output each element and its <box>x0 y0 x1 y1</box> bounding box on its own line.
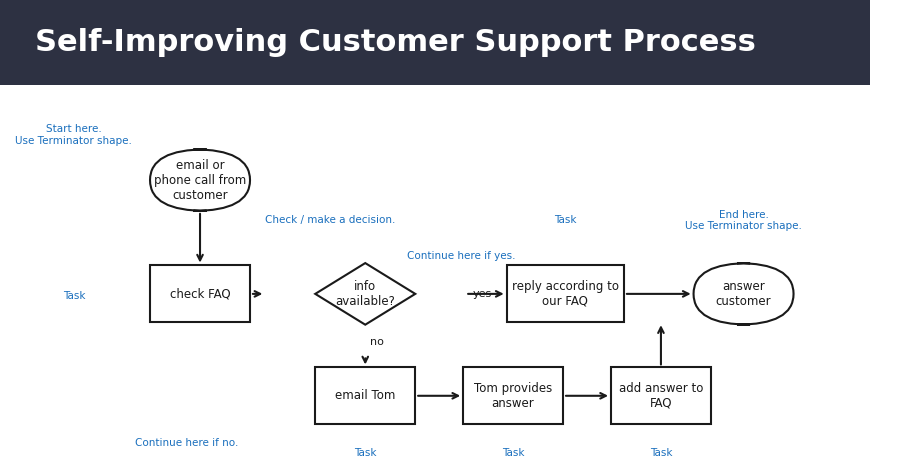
FancyBboxPatch shape <box>0 0 869 85</box>
Text: Task: Task <box>63 291 85 301</box>
FancyBboxPatch shape <box>692 263 793 325</box>
Text: info
available?: info available? <box>335 280 394 308</box>
Text: Continue here if no.: Continue here if no. <box>135 438 239 448</box>
Text: Task: Task <box>353 447 376 458</box>
Text: email Tom: email Tom <box>334 389 395 402</box>
Polygon shape <box>315 263 415 325</box>
Text: Task: Task <box>501 447 524 458</box>
FancyBboxPatch shape <box>506 265 623 322</box>
Text: Task: Task <box>553 215 576 226</box>
Text: Check / make a decision.: Check / make a decision. <box>265 215 395 226</box>
Text: add answer to
FAQ: add answer to FAQ <box>618 382 702 410</box>
Text: no: no <box>370 337 384 347</box>
Text: Continue here if yes.: Continue here if yes. <box>406 251 515 261</box>
Text: check FAQ: check FAQ <box>169 287 230 301</box>
FancyBboxPatch shape <box>463 367 562 424</box>
Text: email or
phone call from
customer: email or phone call from customer <box>154 159 246 201</box>
FancyBboxPatch shape <box>149 149 250 211</box>
Text: End here.
Use Terminator shape.: End here. Use Terminator shape. <box>684 210 801 231</box>
Text: Task: Task <box>649 447 671 458</box>
FancyBboxPatch shape <box>149 265 250 322</box>
Text: Self-Improving Customer Support Process: Self-Improving Customer Support Process <box>35 28 755 57</box>
Text: answer
customer: answer customer <box>715 280 771 308</box>
FancyBboxPatch shape <box>315 367 415 424</box>
Text: Start here.
Use Terminator shape.: Start here. Use Terminator shape. <box>15 124 132 146</box>
Text: Tom provides
answer: Tom provides answer <box>474 382 552 410</box>
Text: reply according to
our FAQ: reply according to our FAQ <box>511 280 618 308</box>
FancyBboxPatch shape <box>610 367 711 424</box>
Text: yes: yes <box>473 289 492 299</box>
